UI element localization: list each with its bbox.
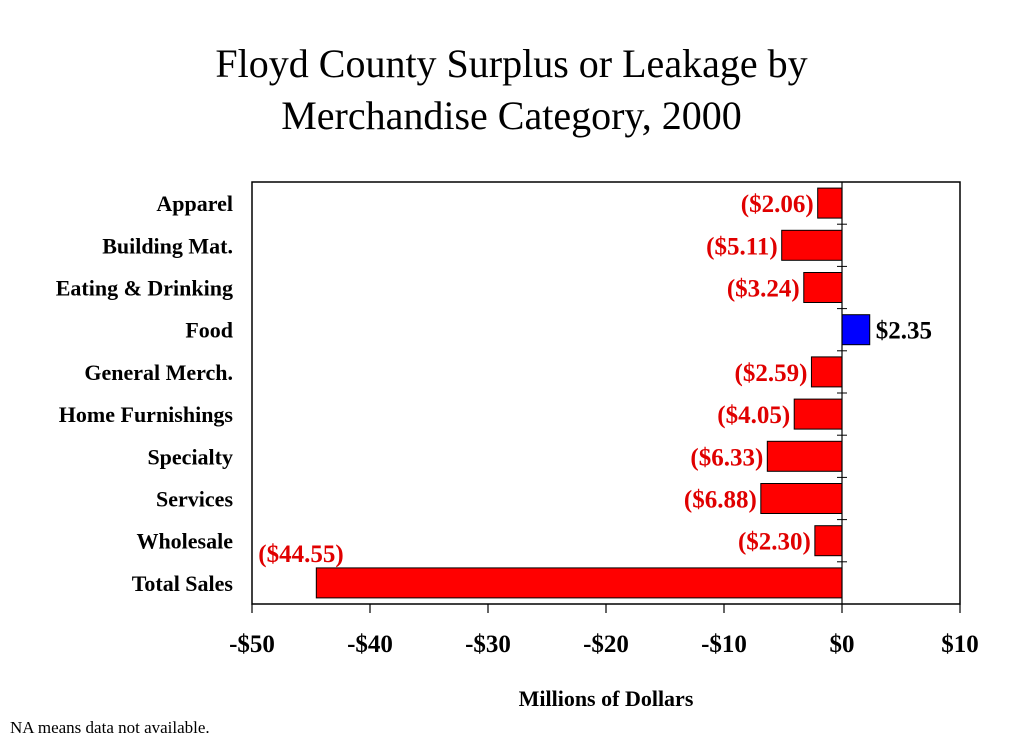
data-label: ($4.05) [717,402,790,429]
data-label: ($6.33) [690,444,763,471]
bar-6 [766,440,843,472]
bar-1 [781,229,843,261]
category-label: Total Sales [132,571,234,596]
x-tick-label: $10 [941,631,979,658]
category-label: Food [185,318,233,343]
bar-3 [841,314,871,346]
bar-7 [760,483,843,514]
data-label: ($2.06) [741,191,814,218]
bars-layer [315,187,871,599]
category-label: Services [156,487,233,512]
category-label: Specialty [147,444,233,469]
data-label: ($5.11) [706,233,778,260]
labels-layer: Apparel ($2.06) Building Mat. ($5.11) Eating… [56,191,932,596]
chart-title-line-2: Merchandise Category, 2000 [281,93,742,138]
category-label: Wholesale [136,529,233,554]
x-tick-label: -$30 [465,631,511,658]
x-tick-label: -$20 [583,631,629,658]
data-label: $2.35 [876,318,932,345]
data-label: ($44.55) [258,541,343,568]
category-label: Eating & Drinking [56,276,233,301]
bar-5 [793,398,843,430]
plot-area [251,181,961,605]
chart-title: Floyd County Surplus or Leakage by Merch… [0,38,1023,142]
bar-8 [814,525,843,557]
x-tick-label: -$50 [229,631,275,658]
bar-2 [803,272,843,303]
data-label: ($6.88) [684,487,757,514]
data-label: ($3.24) [727,276,800,303]
x-axis-title: Millions of Dollars [518,686,694,711]
category-label: Apparel [156,191,233,216]
data-label: ($2.30) [738,529,811,556]
x-tick-label: -$40 [347,631,393,658]
footnote: NA means data not available. [10,718,210,737]
category-label: General Merch. [84,360,233,385]
x-axis: -$50 -$40 -$30 -$20 -$10 $0 $10 [229,182,979,658]
data-label: ($2.59) [735,360,808,387]
chart-title-line-1: Floyd County Surplus or Leakage by [215,41,808,86]
category-label: Home Furnishings [59,402,234,427]
bar-0 [817,187,843,219]
x-tick-label: $0 [830,631,855,658]
bar-4 [810,356,843,388]
x-tick-label: -$10 [701,631,747,658]
category-label: Building Mat. [102,233,233,258]
bar-9 [315,567,843,599]
